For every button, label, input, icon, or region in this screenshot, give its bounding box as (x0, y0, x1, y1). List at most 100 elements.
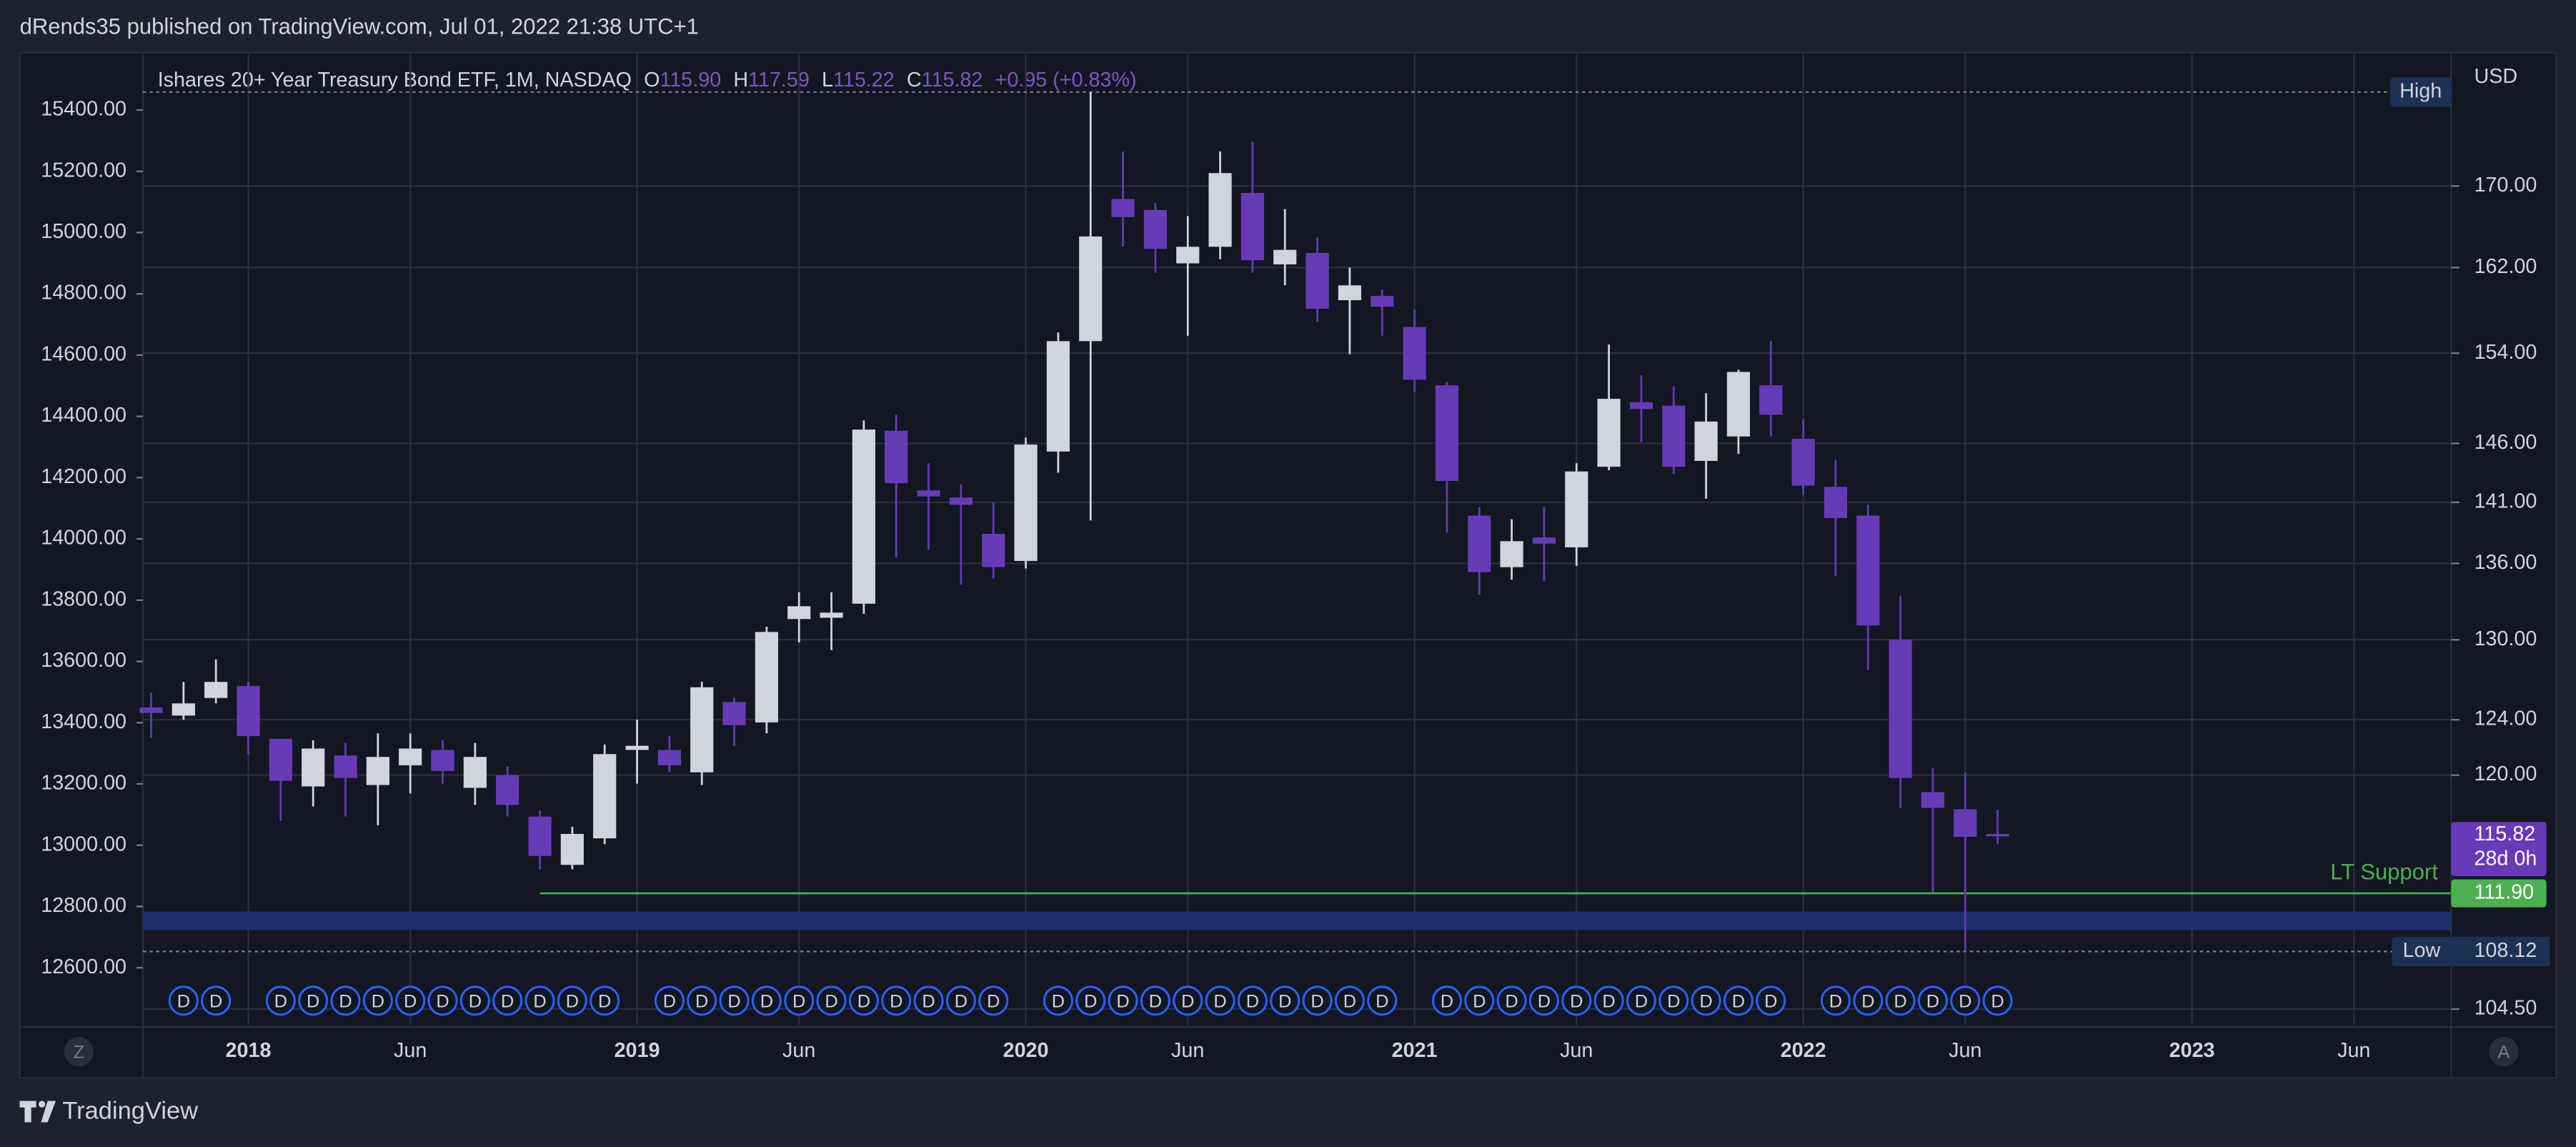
dividend-label: D (663, 991, 676, 1011)
candle-body (1824, 487, 1848, 518)
dividend-label: D (533, 991, 546, 1011)
dividend-label: D (1052, 991, 1065, 1011)
dividend-label: D (1635, 991, 1648, 1011)
dividend-marker (1626, 985, 1656, 1016)
y2-tick-label: 14200.00 (41, 465, 126, 488)
dividend-marker (1561, 985, 1592, 1016)
candle (1791, 419, 1815, 495)
ohlc-key: H (733, 68, 748, 91)
a-button[interactable]: A (2489, 1036, 2519, 1067)
dividend-label: D (760, 991, 773, 1011)
dividend-label: D (1084, 991, 1097, 1011)
candle (1629, 375, 1653, 442)
ohlc-key: L (822, 68, 833, 91)
x-tick-label: Jun (1560, 1039, 1593, 1062)
y2-tick-label: 14000.00 (41, 527, 126, 550)
candle-body (1662, 405, 1686, 467)
candle (1468, 507, 1491, 595)
dividend-marker (1691, 985, 1721, 1016)
x-tick-label: Jun (394, 1039, 427, 1062)
candle (1921, 768, 1945, 892)
candle (852, 420, 875, 615)
low-price-label: 108.12 (2474, 939, 2537, 962)
dividend-marker (427, 985, 458, 1016)
candle (1954, 772, 1977, 952)
candle-body (431, 750, 454, 771)
candle (1759, 341, 1783, 437)
logo-shape (19, 1101, 36, 1123)
x-tick-label: Jun (782, 1039, 815, 1062)
candle (1662, 386, 1686, 474)
candle (1435, 382, 1458, 533)
candle-body (1403, 327, 1426, 380)
low-price-tag (2451, 936, 2550, 967)
candle (269, 738, 292, 821)
dividend-marker (557, 985, 587, 1016)
candle (787, 592, 811, 642)
candle-body (269, 738, 292, 781)
candle-body (1240, 193, 1264, 261)
candle-body (399, 748, 422, 765)
y-tick-label: 141.00 (2474, 490, 2537, 513)
price-zone (143, 911, 2452, 930)
x-tick-label: 2021 (1392, 1039, 1438, 1062)
dividend-label: D (501, 991, 514, 1011)
candle-body (560, 833, 584, 865)
candle-body (1143, 209, 1167, 249)
candle (625, 720, 649, 784)
candle (1694, 393, 1718, 499)
y-tick-label: 154.00 (2474, 341, 2537, 364)
candle-body (1759, 385, 1783, 415)
high-tag-label: High (2400, 80, 2442, 103)
y-tick-label: 162.00 (2474, 255, 2537, 278)
dividend-marker (1140, 985, 1170, 1016)
dividend-marker (1917, 985, 1948, 1016)
dividend-marker (459, 985, 490, 1016)
candle-body (820, 612, 843, 618)
dividend-marker (1302, 985, 1333, 1016)
candle-body (949, 497, 973, 505)
button-bg[interactable] (2489, 1036, 2519, 1067)
candle (302, 740, 325, 807)
candle-body (528, 816, 552, 856)
candle (1565, 463, 1588, 566)
dividend-label: D (1959, 991, 1971, 1011)
dividend-label: D (922, 991, 935, 1011)
dividend-marker (1496, 985, 1527, 1016)
dividend-marker (362, 985, 393, 1016)
candle-body (1014, 445, 1038, 561)
candle-body (917, 490, 940, 497)
candle-body (1435, 385, 1458, 481)
candle (949, 484, 973, 585)
dividend-label: D (566, 991, 579, 1011)
candle-body (1791, 438, 1815, 486)
dividend-marker (687, 985, 717, 1016)
z-button[interactable]: Z (64, 1036, 94, 1067)
dividend-marker (1756, 985, 1786, 1016)
candle-body (171, 703, 195, 716)
dividend-marker (1075, 985, 1106, 1016)
candle (1726, 369, 1751, 455)
y-tick-label: 104.50 (2474, 997, 2537, 1020)
dividend-label: D (1116, 991, 1129, 1011)
candle (1403, 309, 1426, 392)
button-label[interactable]: A (2497, 1043, 2510, 1063)
dividend-marker (913, 985, 944, 1016)
dividend-label: D (1278, 991, 1291, 1011)
button-label[interactable]: Z (74, 1043, 84, 1063)
candle-body (722, 702, 746, 725)
dividend-label: D (857, 991, 870, 1011)
button-bg[interactable] (64, 1036, 94, 1067)
publish-header: dRends35 published on TradingView.com, J… (20, 14, 699, 39)
ohlc-value: 115.82 (922, 68, 983, 91)
candle (1532, 507, 1556, 581)
dividend-marker (524, 985, 555, 1016)
candle-body (1273, 249, 1297, 264)
candle-body (1921, 792, 1945, 808)
y-tick-label: 136.00 (2474, 551, 2537, 574)
candle (885, 414, 908, 557)
dividend-marker (1270, 985, 1301, 1016)
support-price-label: 111.90 (2474, 881, 2534, 904)
candle-body (1532, 537, 1556, 544)
dividend-marker (590, 985, 620, 1016)
